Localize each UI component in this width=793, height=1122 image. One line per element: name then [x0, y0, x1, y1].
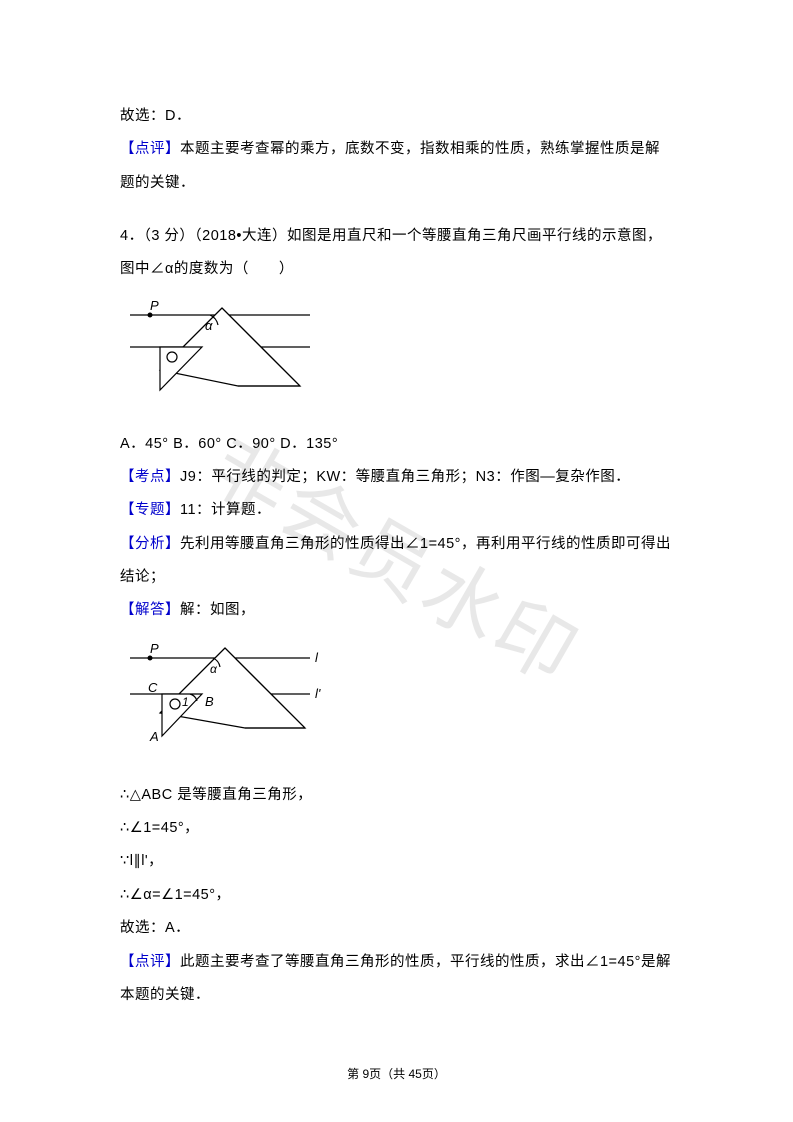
keyword-comment: 【点评】: [120, 141, 180, 157]
spacer: [120, 200, 673, 220]
answer-select: 故选：D．: [120, 100, 673, 133]
label-A: A: [149, 729, 159, 744]
keyword-kaodian: 【考点】: [120, 469, 180, 485]
figure-2: P α C A B 1 l l': [120, 636, 673, 771]
proof-1: ∴△ABC 是等腰直角三角形，: [120, 779, 673, 812]
page-footer: 第 9页（共 45页）: [0, 1065, 793, 1082]
options: A．45° B．60° C．90° D．135°: [120, 428, 673, 461]
keyword-jieda: 【解答】: [120, 602, 180, 618]
comment2-line: 【点评】此题主要考查了等腰直角三角形的性质，平行线的性质，求出∠1=45°是解本…: [120, 946, 673, 1013]
label-P: P: [150, 298, 159, 313]
zhuanti-text: 11：计算题．: [180, 502, 271, 518]
figure-1: P α: [120, 295, 673, 420]
comment-line: 【点评】本题主要考查幂的乘方，底数不变，指数相乘的性质，熟练掌握性质是解题的关键…: [120, 133, 673, 200]
proof-3: ∵l∥l'，: [120, 845, 673, 878]
question-4: 4．（3 分）（2018•大连）如图是用直尺和一个等腰直角三角尺画平行线的示意图…: [120, 220, 673, 287]
comment-text: 本题主要考查幂的乘方，底数不变，指数相乘的性质，熟练掌握性质是解题的关键．: [120, 141, 660, 190]
proof-2: ∴∠1=45°，: [120, 812, 673, 845]
comment2-text: 此题主要考查了等腰直角三角形的性质，平行线的性质，求出∠1=45°是解本题的关键…: [120, 954, 671, 1003]
proof-4: ∴∠α=∠1=45°，: [120, 879, 673, 912]
label-alpha: α: [205, 318, 213, 333]
label-alpha2: α: [210, 662, 218, 676]
keyword-fenxi: 【分析】: [120, 536, 180, 552]
label-l: l: [315, 650, 319, 665]
jieda-line: 【解答】解：如图，: [120, 594, 673, 627]
fenxi-line: 【分析】先利用等腰直角三角形的性质得出∠1=45°，再利用平行线的性质即可得出结…: [120, 528, 673, 595]
proof-5: 故选：A．: [120, 912, 673, 945]
zhuanti-line: 【专题】11：计算题．: [120, 494, 673, 527]
label-C: C: [148, 680, 158, 695]
label-P2: P: [150, 641, 159, 656]
label-one: 1: [182, 695, 189, 709]
page-content: 故选：D． 【点评】本题主要考查幂的乘方，底数不变，指数相乘的性质，熟练掌握性质…: [0, 0, 793, 1122]
kaodian-line: 【考点】J9：平行线的判定；KW：等腰直角三角形；N3：作图—复杂作图．: [120, 461, 673, 494]
jieda-text: 解：如图，: [180, 602, 255, 618]
label-lprime: l': [315, 686, 321, 701]
kaodian-text: J9：平行线的判定；KW：等腰直角三角形；N3：作图—复杂作图．: [180, 469, 630, 485]
keyword-zhuanti: 【专题】: [120, 502, 180, 518]
fenxi-text: 先利用等腰直角三角形的性质得出∠1=45°，再利用平行线的性质即可得出结论；: [120, 536, 671, 585]
label-B: B: [205, 694, 214, 709]
keyword-comment2: 【点评】: [120, 954, 180, 970]
